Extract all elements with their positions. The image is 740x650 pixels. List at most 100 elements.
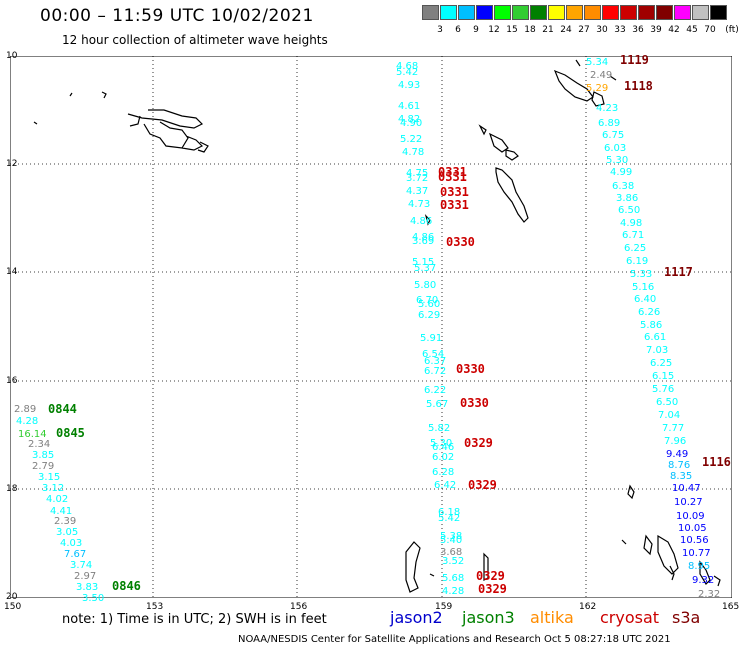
wave-height-value: 10.56 [680, 535, 709, 546]
wave-height-value: 10.47 [672, 483, 701, 494]
colorbar-swatch [620, 5, 637, 20]
wave-height-value: 5.34 [586, 57, 609, 68]
wave-height-value: 3.12 [42, 483, 65, 494]
wave-height-value: 6.72 [424, 366, 447, 377]
colorbar-swatch [458, 5, 475, 20]
wave-height-value: 4.75 [406, 168, 429, 179]
colorbar-swatch [494, 5, 511, 20]
legend-cryosat: cryosat [600, 608, 660, 627]
wave-height-value: 7.03 [646, 345, 669, 356]
colorbar-tick-label: 42 [668, 25, 680, 35]
pass-time-label: 1118 [624, 79, 653, 93]
wave-height-value: 6.50 [618, 205, 641, 216]
pass-time-label: 0329 [478, 582, 507, 596]
colorbar-swatch [638, 5, 655, 20]
wave-height-value: 5.30 [430, 438, 453, 449]
wave-height-value: 4.73 [408, 199, 431, 210]
wave-height-value: 3.50 [82, 593, 105, 604]
wave-height-value: 6.22 [424, 385, 447, 396]
pass-time-label: 0329 [464, 436, 493, 450]
footnote: note: 1) Time is in UTC; 2) SWH is in fe… [62, 612, 327, 627]
wave-height-value: 4.68 [396, 61, 419, 72]
wave-height-value: 10.27 [674, 497, 703, 508]
graticule [10, 56, 732, 598]
wave-height-value: 3.74 [70, 560, 93, 571]
wave-height-value: 5.16 [632, 282, 655, 293]
colorbar-swatch [602, 5, 619, 20]
map-title: 00:00 – 11:59 UTC 10/02/2021 [40, 6, 314, 26]
wave-height-value: 6.42 [434, 480, 457, 491]
wave-height-value: 5.80 [414, 280, 437, 291]
wave-height-value: 4.90 [400, 118, 423, 129]
wave-height-value: 5.38 [440, 531, 463, 542]
wave-height-value: 4.86 [412, 232, 435, 243]
wave-height-value: 7.04 [658, 410, 681, 421]
pass-time-label: 0331 [440, 198, 469, 212]
colorbar-tick-label: 45 [686, 25, 698, 35]
wave-height-value: 4.98 [620, 218, 643, 229]
coastline-solomons-north [553, 59, 617, 107]
wave-height-value: 3.86 [616, 193, 639, 204]
wave-height-value: 10.77 [682, 548, 711, 559]
wave-height-value: 4.78 [402, 147, 425, 158]
wave-height-value: 3.05 [56, 527, 79, 538]
pass-time-label: 0846 [112, 579, 141, 593]
wave-height-value: 3.83 [76, 582, 99, 593]
coastline-new-caledonia-north [405, 541, 489, 593]
colorbar-tick-label: 21 [542, 25, 554, 35]
wave-height-value: 4.03 [60, 538, 83, 549]
wave-height-value: 8.95 [688, 561, 711, 572]
pass-time-label: 0329 [476, 569, 505, 583]
wave-height-value: 4.93 [398, 80, 421, 91]
pass-time-label: 0845 [56, 426, 85, 440]
wave-height-value: 6.02 [432, 452, 455, 463]
wave-height-value: 6.38 [612, 181, 635, 192]
wave-height-value: 3.68 [440, 547, 463, 558]
wave-height-value: 4.99 [610, 167, 633, 178]
colorbar-swatch [710, 5, 727, 20]
pass-time-label: 0331 [440, 185, 469, 199]
wave-height-value: 5.37 [414, 263, 437, 274]
pass-time-label: 0329 [468, 478, 497, 492]
coastline-vanuatu [621, 484, 721, 587]
colorbar-swatch [566, 5, 583, 20]
wave-height-value: 6.46 [432, 442, 455, 453]
wave-height-value: 10.09 [676, 511, 705, 522]
wave-height-value: 2.89 [14, 404, 37, 415]
wave-height-value: 9.32 [692, 575, 715, 586]
wave-height-value: 5.22 [400, 134, 423, 145]
colorbar-tick-label: 33 [614, 25, 626, 35]
wave-height-value: 3.52 [442, 556, 465, 567]
wave-height-value: 5.67 [426, 399, 449, 410]
wave-height-value: 6.15 [652, 371, 675, 382]
colorbar-swatch [422, 5, 439, 20]
coastline-bismarck [33, 91, 209, 153]
wave-height-value: 8.76 [668, 460, 691, 471]
wave-height-value: 3.69 [412, 236, 435, 247]
legend-s3a: s3a [672, 608, 701, 627]
wave-height-value: 5.33 [630, 269, 653, 280]
wave-height-value: 6.61 [644, 332, 667, 343]
wave-height-value: 4.61 [398, 101, 421, 112]
pass-time-label: 1116 [702, 455, 731, 469]
wave-height-value: 6.26 [638, 307, 661, 318]
wave-height-value: 7.96 [664, 436, 687, 447]
wave-height-value: 7.67 [64, 549, 87, 560]
colorbar-swatch [674, 5, 691, 20]
wave-height-value: 6.18 [438, 507, 461, 518]
legend-jason3: jason3 [462, 608, 515, 627]
wave-height-value: 4.02 [46, 494, 69, 505]
wave-height-value: 6.70 [416, 295, 439, 306]
wave-height-value: 4.28 [442, 586, 465, 597]
colorbar-tick-label: 24 [560, 25, 572, 35]
pass-time-label: 0331 [438, 165, 467, 179]
wave-height-value: 5.42 [438, 513, 461, 524]
wave-height-value: 5.30 [606, 155, 629, 166]
wave-height-value: 5.60 [418, 299, 441, 310]
wave-height-value: 2.34 [28, 439, 51, 450]
colorbar-swatch [530, 5, 547, 20]
colorbar-unit: (ft) [725, 25, 739, 35]
wave-height-value: 5.82 [428, 423, 451, 434]
wave-height-value: 5.40 [440, 535, 463, 546]
